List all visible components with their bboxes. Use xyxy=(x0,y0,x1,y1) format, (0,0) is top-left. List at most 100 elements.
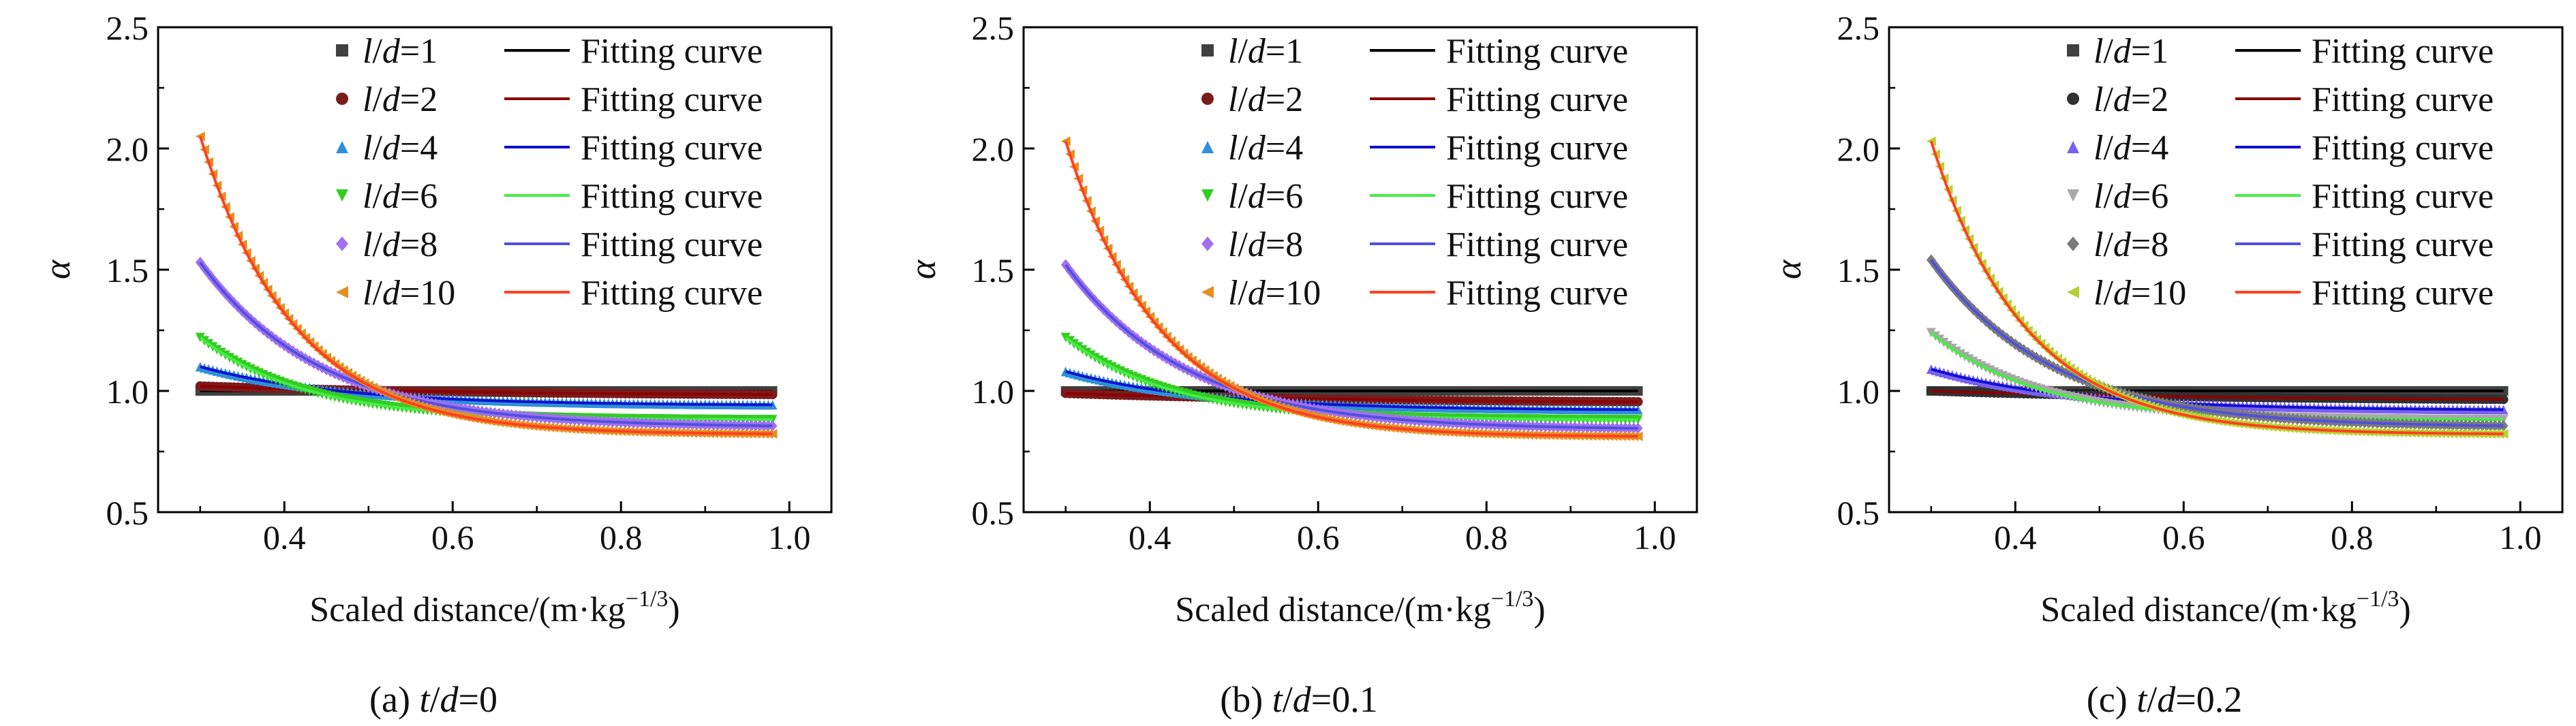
legend-slash: / xyxy=(1238,129,1248,168)
fitting-curve xyxy=(1929,140,2504,436)
legend-fit-label: Fitting curve xyxy=(1446,32,1628,71)
legend-variable: l xyxy=(2094,177,2103,216)
panel-1: 0.5 1.0 1.5 2.0 2.5 0.4 0.6 0.8 1.0 α Scaled dista… xyxy=(37,9,833,720)
legend-fit-label: Fitting curve xyxy=(581,32,763,71)
legend-marker xyxy=(1201,236,1214,251)
data-point xyxy=(767,415,778,425)
caption-value: =0.2 xyxy=(2175,679,2242,720)
legend-variable-2: d xyxy=(1248,80,1266,119)
legend-slash: / xyxy=(372,225,382,264)
legend-label: l/d=10 xyxy=(2094,274,2186,313)
fitting-curve xyxy=(1930,259,2504,428)
caption-value: =0.1 xyxy=(1311,679,1378,720)
legend-marker xyxy=(336,189,348,202)
legend-variable: l xyxy=(2094,80,2103,119)
legend-variable-2: d xyxy=(1248,225,1266,264)
legend-variable-2: d xyxy=(2113,225,2132,264)
data-point xyxy=(1060,259,1071,271)
x-axis-label-main: Scaled distance/(m·kg xyxy=(309,590,626,629)
caption-prefix: (b) xyxy=(1220,679,1272,720)
legend-variable: l xyxy=(1228,80,1238,119)
legend-variable: l xyxy=(363,274,372,313)
y-tick-label: 2.5 xyxy=(972,9,1015,47)
series-3 xyxy=(195,362,778,410)
legend-marker xyxy=(336,141,348,153)
legend-label: l/d=10 xyxy=(363,274,455,313)
legend-fit-label: Fitting curve xyxy=(2312,274,2494,313)
legend-label: l/d=6 xyxy=(363,177,438,216)
legend-variable: l xyxy=(2094,274,2103,313)
legend-value: =4 xyxy=(1266,129,1303,168)
legend-label: l/d=1 xyxy=(2094,32,2168,71)
y-tick-label: 1.5 xyxy=(972,251,1015,289)
caption-prefix: (a) xyxy=(369,679,419,720)
legend-variable: l xyxy=(1228,129,1238,168)
caption-variable-2: d xyxy=(440,679,459,720)
legend-slash: / xyxy=(1238,177,1248,216)
legend-fit-label: Fitting curve xyxy=(1446,129,1628,168)
legend-variable-2: d xyxy=(1248,274,1266,313)
x-axis-label-exponent: −1/3 xyxy=(1491,586,1534,612)
legend-value: =10 xyxy=(400,274,455,313)
legend-label: l/d=10 xyxy=(1228,274,1321,313)
legend-slash: / xyxy=(2103,80,2113,119)
legend-marker xyxy=(336,286,348,298)
legend-variable-2: d xyxy=(2113,274,2132,313)
caption-variable-2: d xyxy=(1293,679,1312,720)
x-axis-label: Scaled distance/(m·kg−1/3) xyxy=(1175,586,1545,629)
legend-fit-label: Fitting curve xyxy=(2312,177,2494,216)
y-tick-label: 1.0 xyxy=(106,373,149,411)
series-6 xyxy=(1060,136,1643,441)
legend-label: l/d=8 xyxy=(1228,225,1303,264)
legend-variable: l xyxy=(2094,32,2103,71)
legend-fit-label: Fitting curve xyxy=(2312,129,2494,168)
data-area xyxy=(195,131,778,439)
legend-variable: l xyxy=(1228,177,1238,216)
legend-value: =2 xyxy=(2131,80,2168,119)
data-point xyxy=(195,131,205,142)
legend-slash: / xyxy=(1238,225,1248,264)
x-tick-label: 0.6 xyxy=(1297,518,1340,556)
panel-caption: (b) t/d=0.1 xyxy=(1220,679,1377,720)
legend-slash: / xyxy=(2103,225,2113,264)
y-tick-label: 2.0 xyxy=(106,130,149,168)
legend-fit-label: Fitting curve xyxy=(2312,80,2494,119)
legend-label: l/d=4 xyxy=(2094,129,2168,168)
y-tick-label: 0.5 xyxy=(972,494,1015,532)
legend-variable-2: d xyxy=(2113,129,2132,168)
x-axis-label-exponent: −1/3 xyxy=(2357,586,2399,612)
legend-value: =8 xyxy=(400,225,438,264)
legend-variable-2: d xyxy=(382,177,401,216)
panel-3: 0.5 1.0 1.5 2.0 2.5 0.4 0.6 0.8 1.0 α Scaled dista… xyxy=(1768,9,2564,720)
legend-variable-2: d xyxy=(1248,129,1266,168)
legend-marker xyxy=(2067,44,2079,57)
legend-value: =4 xyxy=(400,129,438,168)
legend-slash: / xyxy=(1238,80,1248,119)
data-point xyxy=(767,420,778,432)
caption-variable: t xyxy=(419,679,431,720)
legend-marker xyxy=(1201,286,1214,298)
series-6 xyxy=(1926,136,2509,439)
legend-slash: / xyxy=(1238,274,1248,313)
y-tick-label: 2.0 xyxy=(972,130,1015,168)
legend-marker xyxy=(2067,93,2079,105)
x-tick-label: 0.8 xyxy=(2331,518,2374,556)
legend-fit-label: Fitting curve xyxy=(1446,177,1628,216)
legend-label: l/d=4 xyxy=(1228,129,1303,168)
legend-label: l/d=6 xyxy=(1228,177,1303,216)
fitting-curve xyxy=(199,262,773,428)
legend-value: =1 xyxy=(400,32,438,71)
fitting-curve xyxy=(1065,370,1638,411)
legend-variable: l xyxy=(363,177,372,216)
legend-fit-label: Fitting curve xyxy=(581,80,763,119)
x-tick-label: 1.0 xyxy=(1634,518,1676,556)
legend-value: =8 xyxy=(1266,225,1303,264)
legend-variable: l xyxy=(2094,225,2103,264)
legend-variable-2: d xyxy=(382,80,401,119)
y-axis-label: α xyxy=(37,259,78,279)
data-area xyxy=(1060,136,1643,441)
